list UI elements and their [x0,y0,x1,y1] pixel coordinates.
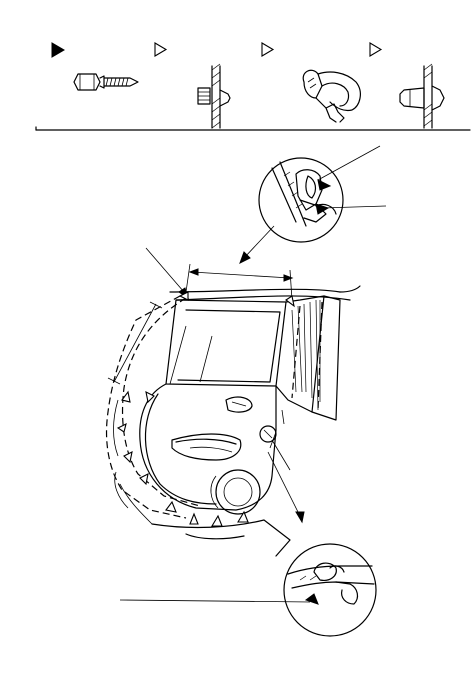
door-speaker [215,469,261,515]
clip-marker [145,391,155,404]
clip-marker-top-right [285,295,295,308]
bottom-detail-circle [283,543,377,637]
clip-marker [116,422,127,433]
legend-open-triangle-icon-2 [261,42,275,57]
door-window-frame [165,299,287,387]
legend-screw-icon [73,73,139,91]
top-detail-solid-marker [317,179,332,191]
legend-clip-1-icon [197,63,231,129]
top-detail-circle [258,157,344,243]
weatherstrip-dashed-outline [105,295,187,519]
clip-marker [189,512,199,525]
clip-marker [139,473,149,486]
clip-marker-top [178,291,189,301]
legend-solid-triangle-icon [51,42,65,58]
bottom-detail-view [119,543,377,637]
clip-marker [121,390,131,403]
legend-open-triangle-icon [154,42,168,57]
lower-clip-pointer [259,425,305,524]
legend-clip-3-icon [399,63,445,129]
door-panel-outline [139,383,277,511]
weatherstrip-leader-line [145,247,185,293]
top-dimension-arrow [185,263,294,301]
clip-markers [116,291,295,527]
legend-clip-2-icon [302,69,361,123]
top-detail-solid-marker-2 [315,203,330,215]
bottom-leader-line [119,599,311,603]
clip-marker [165,500,177,513]
top-leader-line-1 [317,145,381,181]
clip-marker [123,451,133,464]
door-handle [171,433,242,461]
fastener-legend [35,42,471,131]
clip-marker [211,514,223,527]
top-detail-view [239,145,387,265]
top-leader-line-2 [321,205,387,209]
bottom-detail-solid-marker [304,593,319,605]
legend-open-triangle-icon-3 [369,42,383,57]
top-detail-pointer [243,225,275,259]
clip-marker [237,510,249,523]
rear-door [105,285,361,557]
